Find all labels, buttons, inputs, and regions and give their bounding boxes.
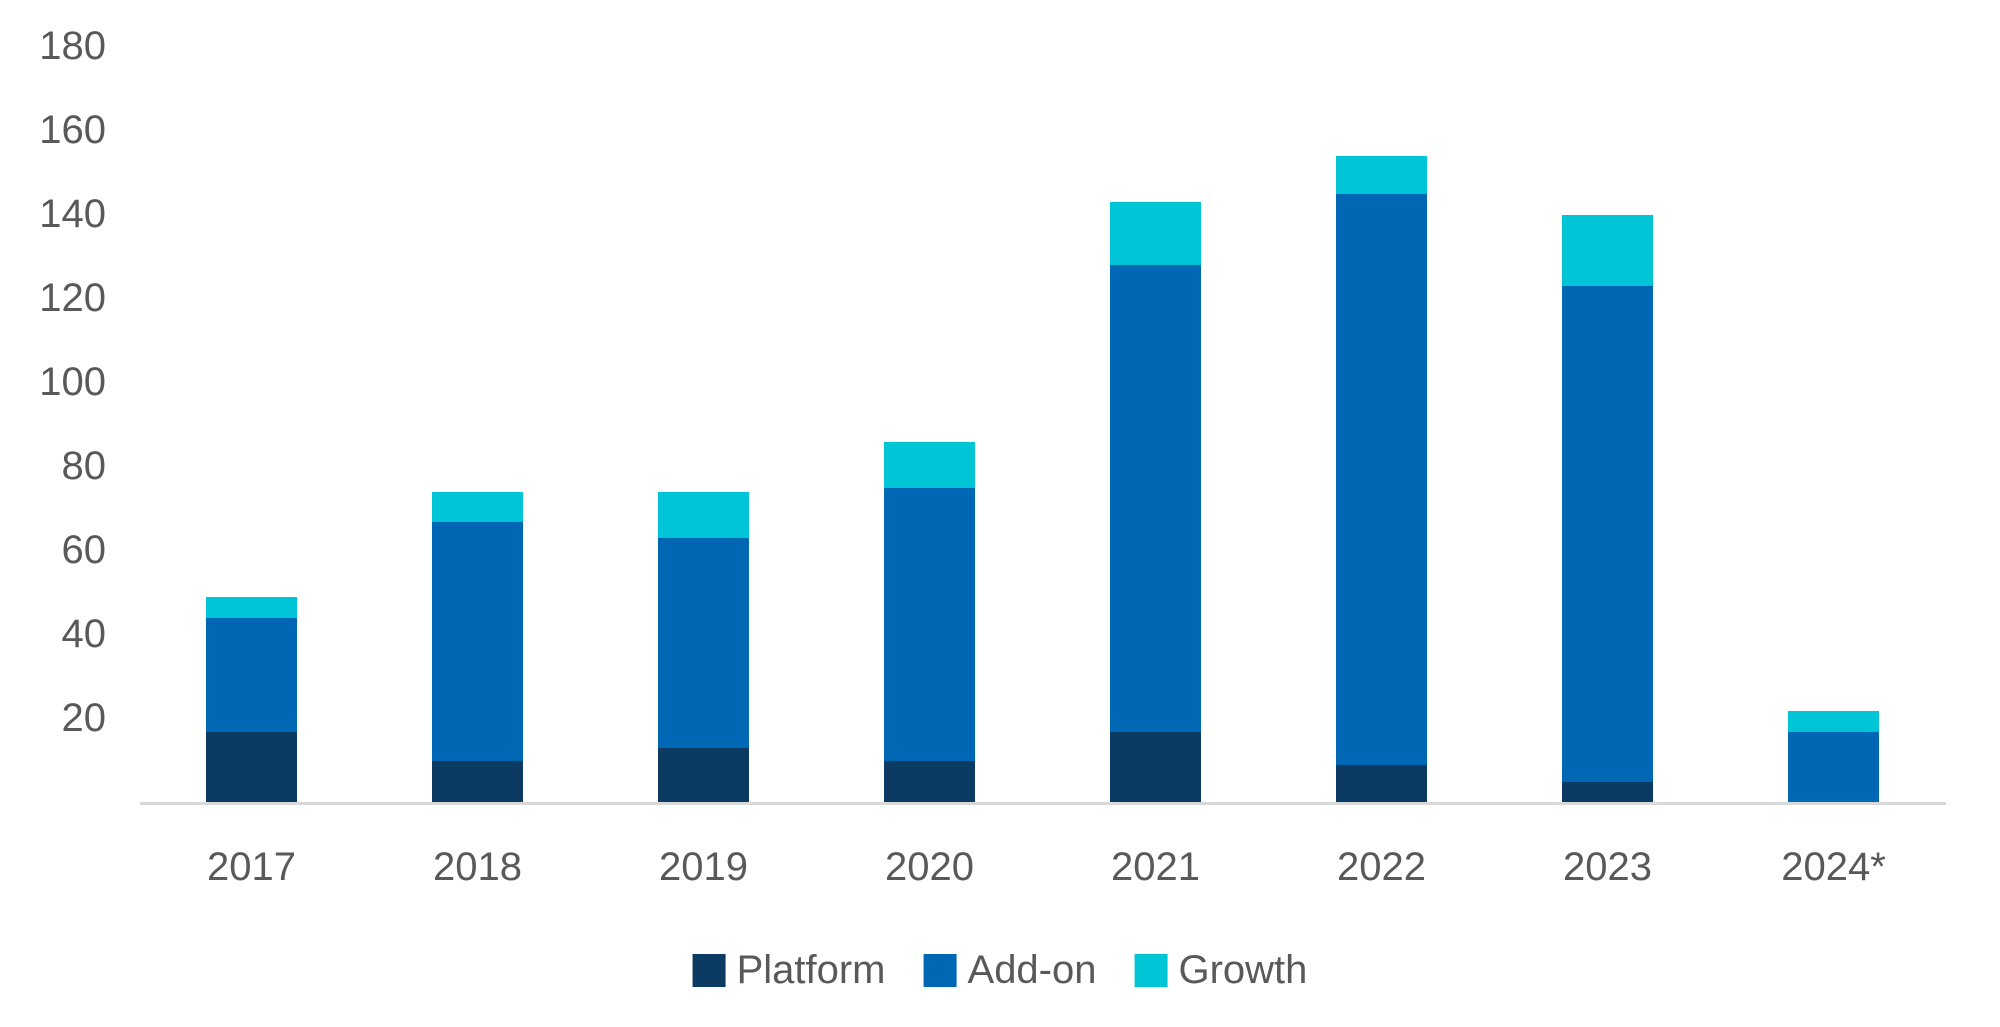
legend-label-growth: Growth (1178, 948, 1308, 992)
bar-segment-growth-2019 (658, 492, 749, 539)
bar-segment-add-on-2021 (1110, 265, 1201, 732)
x-axis-category-label-2023: 2023 (1563, 845, 1652, 889)
x-axis-category-label-2018: 2018 (433, 845, 522, 889)
legend: Platform Add-on Growth (692, 946, 1307, 994)
y-axis-tick-label-20: 20 (61, 696, 107, 740)
x-axis-category-label-2017: 2017 (207, 845, 296, 889)
bar-segment-add-on-2024 (1788, 731, 1879, 803)
y-axis-tick-label-160: 160 (39, 108, 106, 152)
bar-segment-growth-2021 (1110, 202, 1201, 266)
bar-segment-add-on-2017 (206, 618, 297, 732)
legend-label-platform: Platform (736, 948, 886, 992)
x-axis-category-label-2021: 2021 (1111, 845, 1200, 889)
y-axis-tick-label-100: 100 (39, 360, 106, 404)
x-axis-category-label-2024: 2024* (1781, 845, 1886, 889)
x-axis-category-label-2019: 2019 (659, 845, 748, 889)
legend-swatch-add-on (923, 953, 957, 987)
y-axis-tick-label-140: 140 (39, 192, 106, 236)
bar-segment-growth-2018 (432, 492, 523, 522)
bar-segment-add-on-2022 (1336, 194, 1427, 766)
y-axis-tick-label-40: 40 (61, 612, 107, 656)
bar-segment-growth-2023 (1562, 215, 1653, 287)
y-axis-tick-label-120: 120 (39, 276, 106, 320)
y-axis-tick-label-60: 60 (61, 528, 107, 572)
legend-swatch-platform (692, 953, 726, 987)
bar-segment-platform-2023 (1562, 782, 1653, 803)
bar-segment-add-on-2020 (884, 488, 975, 761)
bar-segment-platform-2017 (206, 731, 297, 803)
bar-segment-add-on-2018 (432, 521, 523, 761)
bar-segment-growth-2020 (884, 441, 975, 488)
bar-segment-growth-2024 (1788, 710, 1879, 732)
x-axis-category-label-2020: 2020 (885, 845, 974, 889)
x-axis-line (140, 802, 1946, 805)
bar-segment-platform-2022 (1336, 765, 1427, 803)
bar-segment-growth-2017 (206, 597, 297, 619)
legend-swatch-growth (1134, 953, 1168, 987)
bar-segment-platform-2020 (884, 761, 975, 803)
legend-label-add-on: Add-on (967, 948, 1097, 992)
bar-segment-platform-2018 (432, 761, 523, 803)
y-axis-tick-label-180: 180 (39, 24, 106, 68)
bar-segment-add-on-2023 (1562, 286, 1653, 782)
legend-item-add-on: Add-on (923, 946, 1097, 994)
legend-item-platform: Platform (692, 946, 886, 994)
y-axis-tick-label-80: 80 (61, 444, 107, 488)
bar-segment-platform-2021 (1110, 731, 1201, 803)
bar-segment-growth-2022 (1336, 156, 1427, 194)
x-axis-category-label-2022: 2022 (1337, 845, 1426, 889)
bar-segment-add-on-2019 (658, 538, 749, 749)
bar-segment-platform-2019 (658, 748, 749, 803)
legend-item-growth: Growth (1134, 946, 1307, 994)
